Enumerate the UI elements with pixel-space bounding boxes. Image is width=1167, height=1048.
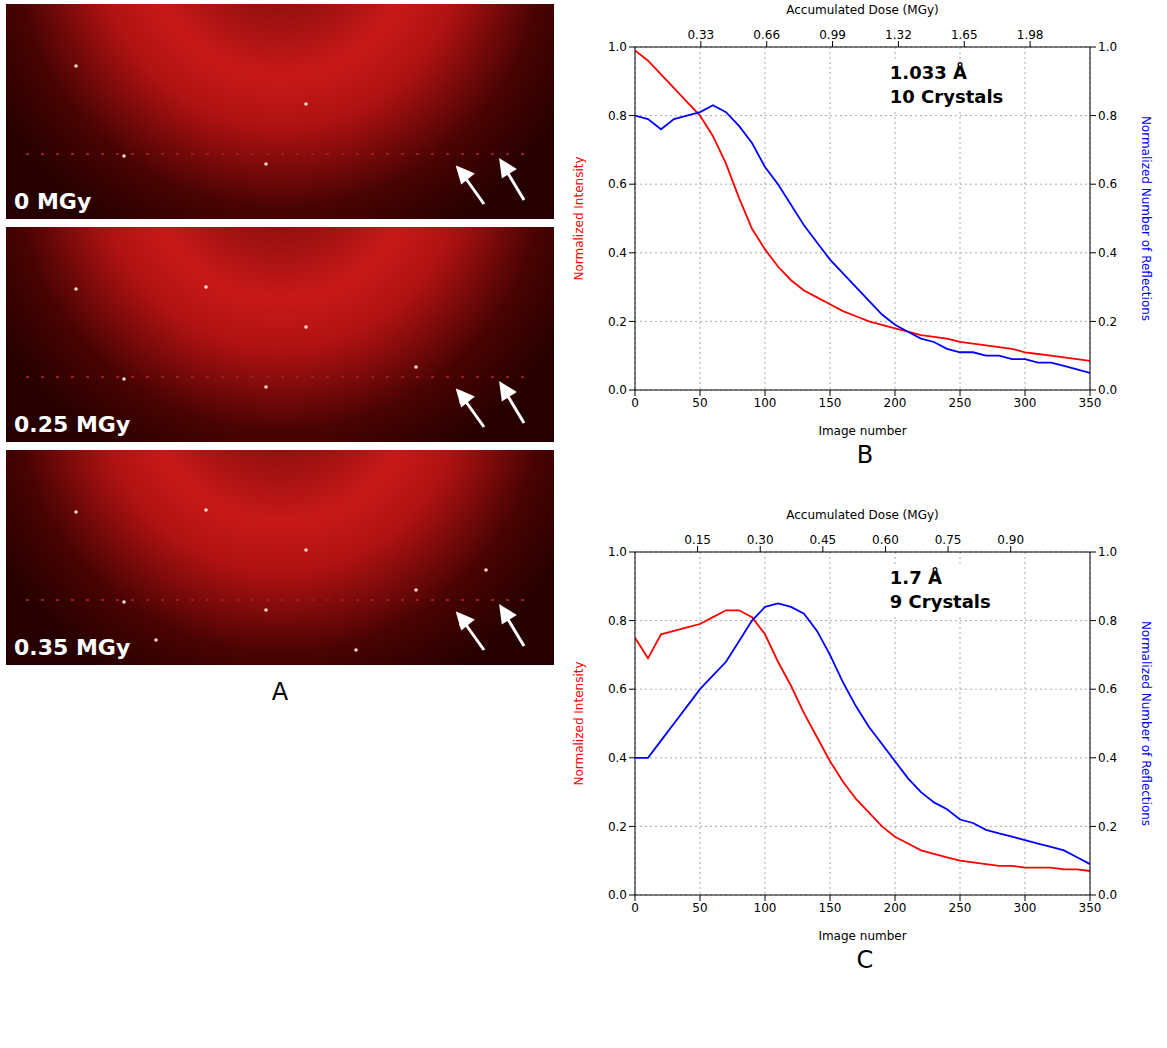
svg-text:250: 250 (949, 396, 972, 410)
svg-text:0.0: 0.0 (608, 383, 627, 397)
svg-text:Normalized Intensity: Normalized Intensity (572, 661, 586, 785)
svg-text:0.2: 0.2 (1098, 820, 1117, 834)
html-text:C: C (856, 946, 874, 974)
svg-text:0: 0 (631, 396, 639, 410)
svg-text:0.2: 0.2 (608, 820, 627, 834)
svg-text:0.4: 0.4 (1098, 751, 1117, 765)
svg-text:50: 50 (692, 901, 707, 915)
svg-text:Accumulated Dose (MGy): Accumulated Dose (MGy) (786, 3, 938, 17)
svg-text:0.8: 0.8 (608, 614, 627, 628)
svg-text:1.0: 1.0 (608, 545, 627, 559)
svg-text:Image number: Image number (818, 424, 906, 438)
svg-text:0.90: 0.90 (997, 533, 1024, 547)
svg-text:0.75: 0.75 (935, 533, 962, 547)
html-text:A: A (271, 678, 289, 706)
svg-text:1.98: 1.98 (1017, 28, 1044, 42)
html-text:9 Crystals: 9 Crystals (889, 590, 991, 612)
svg-text:1.32: 1.32 (885, 28, 912, 42)
svg-text:350: 350 (1079, 396, 1102, 410)
svg-text:50: 50 (692, 396, 707, 410)
svg-text:350: 350 (1079, 901, 1102, 915)
svg-text:0.25 MGy: 0.25 MGy (14, 412, 130, 437)
svg-text:150: 150 (819, 901, 842, 915)
svg-text:0.0: 0.0 (608, 888, 627, 902)
html-text:1.033 Å: 1.033 Å (889, 61, 967, 83)
svg-text:Normalized Intensity: Normalized Intensity (572, 156, 586, 280)
svg-text:0.8: 0.8 (608, 109, 627, 123)
svg-text:0.8: 0.8 (1098, 614, 1117, 628)
svg-text:0.4: 0.4 (608, 751, 627, 765)
svg-text:0.4: 0.4 (608, 246, 627, 260)
svg-text:250: 250 (949, 901, 972, 915)
svg-text:0.0: 0.0 (1098, 383, 1117, 397)
html-text:B: B (856, 441, 874, 469)
svg-text:100: 100 (754, 396, 777, 410)
svg-text:0.6: 0.6 (1098, 177, 1117, 191)
svg-text:0.30: 0.30 (747, 533, 774, 547)
svg-text:0.6: 0.6 (1098, 682, 1117, 696)
svg-text:1.65: 1.65 (951, 28, 978, 42)
svg-text:Image number: Image number (818, 929, 906, 943)
svg-text:1.0: 1.0 (608, 40, 627, 54)
html-text:10 Crystals: 10 Crystals (889, 85, 1004, 107)
svg-text:0.8: 0.8 (1098, 109, 1117, 123)
svg-text:0.33: 0.33 (687, 28, 714, 42)
svg-text:0.2: 0.2 (1098, 315, 1117, 329)
svg-text:0.99: 0.99 (819, 28, 846, 42)
svg-text:0.0: 0.0 (1098, 888, 1117, 902)
svg-text:0.2: 0.2 (608, 315, 627, 329)
svg-text:0.66: 0.66 (753, 28, 780, 42)
svg-text:150: 150 (819, 396, 842, 410)
svg-text:0 MGy: 0 MGy (14, 189, 91, 214)
svg-text:0.6: 0.6 (608, 682, 627, 696)
svg-text:200: 200 (884, 396, 907, 410)
svg-text:300: 300 (1014, 396, 1037, 410)
svg-text:0.35 MGy: 0.35 MGy (14, 635, 130, 660)
svg-text:200: 200 (884, 901, 907, 915)
svg-text:Normalized Number of Reflectio: Normalized Number of Reflections (1139, 621, 1153, 826)
svg-text:Normalized Number of Reflectio: Normalized Number of Reflections (1139, 116, 1153, 321)
svg-text:300: 300 (1014, 901, 1037, 915)
html-text:1.7 Å: 1.7 Å (889, 566, 942, 588)
svg-text:0.4: 0.4 (1098, 246, 1117, 260)
svg-text:0: 0 (631, 901, 639, 915)
svg-text:Accumulated Dose (MGy): Accumulated Dose (MGy) (786, 508, 938, 522)
svg-text:100: 100 (754, 901, 777, 915)
svg-text:1.0: 1.0 (1098, 40, 1117, 54)
svg-text:0.60: 0.60 (872, 533, 899, 547)
svg-text:1.0: 1.0 (1098, 545, 1117, 559)
svg-text:0.45: 0.45 (809, 533, 836, 547)
svg-text:0.6: 0.6 (608, 177, 627, 191)
svg-text:0.15: 0.15 (684, 533, 711, 547)
